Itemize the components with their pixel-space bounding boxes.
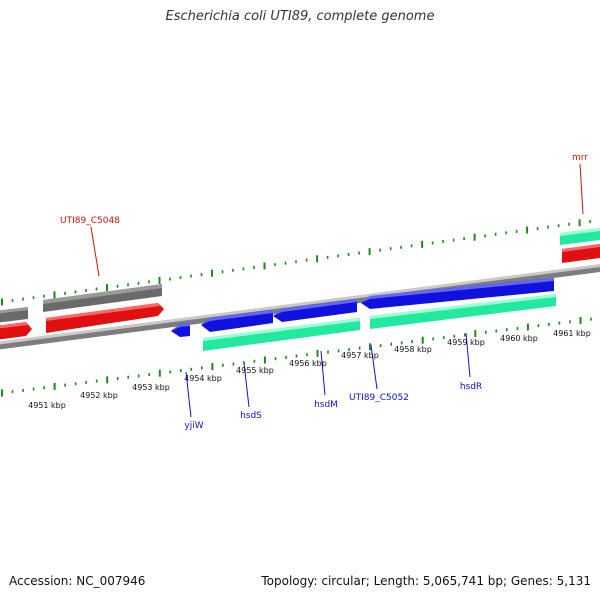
gene-label-UTI89_C5048: UTI89_C5048 [60,216,120,226]
tick-label: 4955 kbp [236,366,274,375]
tick-label: 4960 kbp [500,334,538,343]
tick-label: 4959 kbp [447,338,485,347]
gene-label-hsdM: hsdM [314,400,338,410]
scale-labels: 4951 kbp 4952 kbp 4953 kbp 4954 kbp 4955… [28,329,591,410]
gene-label-yjiW: yjiW [184,421,203,431]
tick-label: 4956 kbp [289,359,327,368]
gene-yjiW [171,323,190,337]
gene-hsdR [361,278,554,309]
gene-label-hsdR: hsdR [460,382,482,392]
gene-label-mrr: mrr [572,153,588,163]
green-feature-hsdM-hsdS [203,318,360,351]
lower-scale-ticks [1,316,592,397]
gene-hsdM [273,299,357,322]
red-feature-mrr [562,244,600,263]
gray-feature-UTI89_C5048 [43,284,162,312]
green-feature-mrr [560,228,600,245]
tick-label: 4958 kbp [394,345,432,354]
green-feature-hsdR [370,294,556,329]
tick-label: 4951 kbp [28,401,66,410]
tick-label: 4953 kbp [132,383,170,392]
genome-summary-text: Topology: circular; Length: 5,065,741 bp… [261,574,591,588]
accession-text: Accession: NC_007946 [9,574,146,588]
tick-label: 4954 kbp [184,374,222,383]
red-feature-UTI89_C5048 [46,303,164,333]
tick-label: 4961 kbp [553,329,591,338]
gene-hsdS [201,310,273,332]
gene-label-UTI89_C5052: UTI89_C5052 [349,393,409,403]
gray-feature-left [0,307,28,323]
page-title: Escherichia coli UTI89, complete genome [165,9,435,24]
tick-label: 4952 kbp [80,391,118,400]
upper-scale-ticks [1,219,591,306]
gene-labels: UTI89_C5048 mrr yjiW hsdS hsdM UTI89_C50… [60,153,588,431]
tick-label: 4957 kbp [341,351,379,360]
gene-label-hsdS: hsdS [240,411,262,421]
red-feature-left [0,322,32,340]
label-leaders [90,163,584,418]
